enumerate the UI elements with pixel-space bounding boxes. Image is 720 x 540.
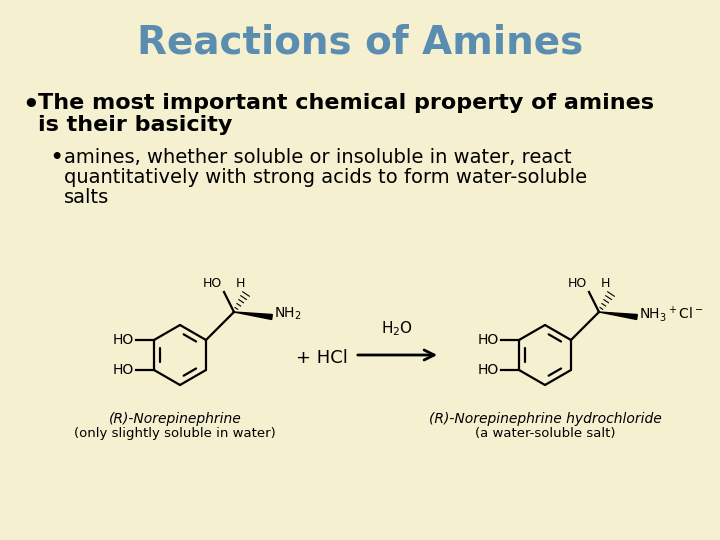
Text: Reactions of Amines: Reactions of Amines — [137, 23, 583, 61]
Text: HO: HO — [478, 363, 499, 377]
Text: HO: HO — [203, 277, 222, 290]
Text: (R)-Norepinephrine: (R)-Norepinephrine — [109, 412, 241, 426]
Polygon shape — [234, 312, 272, 320]
Text: is their basicity: is their basicity — [38, 115, 233, 135]
Text: (only slightly soluble in water): (only slightly soluble in water) — [74, 427, 276, 440]
Text: (a water-soluble salt): (a water-soluble salt) — [474, 427, 616, 440]
Text: HO: HO — [478, 333, 499, 347]
Text: H$_2$O: H$_2$O — [381, 319, 413, 338]
Text: salts: salts — [64, 188, 109, 207]
Text: NH$_3$$^+$Cl$^-$: NH$_3$$^+$Cl$^-$ — [639, 304, 703, 324]
Text: (R)-Norepinephrine hydrochloride: (R)-Norepinephrine hydrochloride — [428, 412, 662, 426]
Text: H: H — [236, 277, 246, 290]
Text: HO: HO — [568, 277, 587, 290]
Text: HO: HO — [113, 363, 134, 377]
Text: •: • — [50, 148, 63, 167]
Text: The most important chemical property of amines: The most important chemical property of … — [38, 93, 654, 113]
Text: + HCl: + HCl — [296, 349, 348, 367]
Text: amines, whether soluble or insoluble in water, react: amines, whether soluble or insoluble in … — [64, 148, 572, 167]
Text: NH$_2$: NH$_2$ — [274, 306, 302, 322]
Polygon shape — [599, 312, 637, 320]
FancyArrowPatch shape — [358, 350, 434, 360]
Text: quantitatively with strong acids to form water-soluble: quantitatively with strong acids to form… — [64, 168, 587, 187]
Text: •: • — [22, 93, 39, 119]
Text: H: H — [601, 277, 611, 290]
Text: HO: HO — [113, 333, 134, 347]
